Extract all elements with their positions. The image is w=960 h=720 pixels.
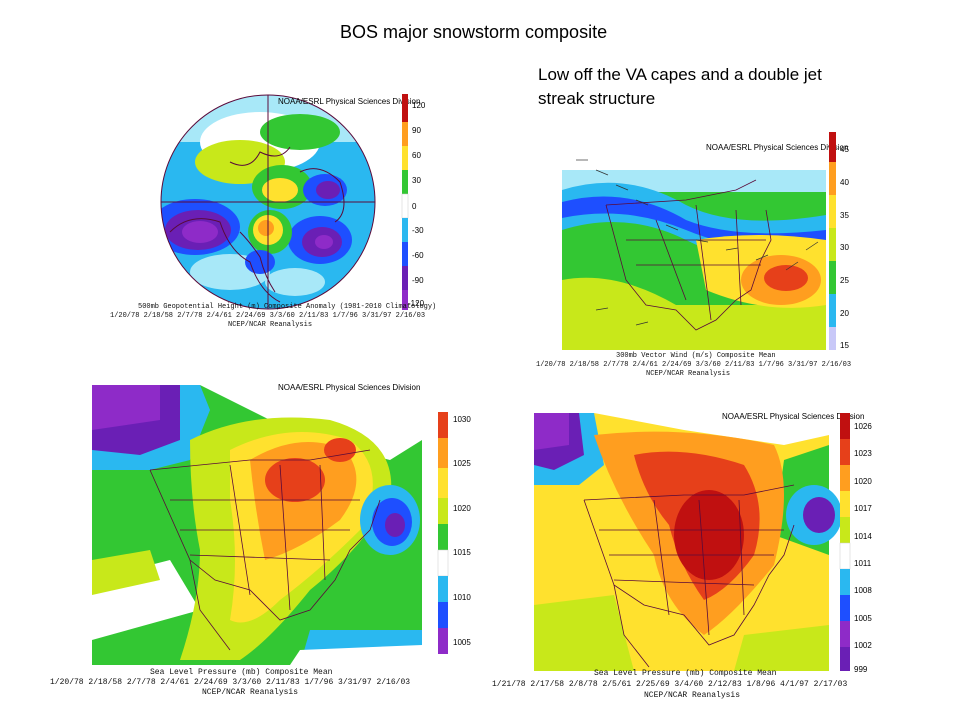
panel-500mb-anomaly: NOAA/ESRL Physical Sciences Division 120… bbox=[110, 92, 440, 342]
panel2-cb-label-1: 40 bbox=[840, 178, 849, 187]
polar-map: NOAA/ESRL Physical Sciences Division 120… bbox=[160, 94, 426, 310]
panel4-caption-3: NCEP/NCAR Reanalysis bbox=[644, 691, 741, 700]
panel4-colorbar: 1026 1023 1020 1017 1014 1011 1008 1005 … bbox=[839, 413, 872, 674]
panel2-cb-label-0: 45 bbox=[840, 145, 849, 154]
panel4-cb-label-4: 1014 bbox=[854, 532, 872, 541]
panel3-cb-label-2: 1020 bbox=[453, 504, 471, 513]
panel1-cb-label-7: -90 bbox=[412, 276, 424, 285]
annotation-line-2: streak structure bbox=[538, 89, 656, 108]
wind-map: NOAA/ESRL Physical Sciences Division 45 … bbox=[562, 132, 849, 350]
panel-slp-2: NOAA/ESRL Physical Sciences Division 102… bbox=[484, 405, 934, 715]
panel4-caption-1: Sea Level Pressure (mb) Composite Mean bbox=[594, 669, 777, 678]
panel1-cb-label-0: 120 bbox=[412, 101, 426, 110]
panel3-colorbar: 1030 1025 1020 1015 1010 1005 bbox=[437, 412, 471, 654]
panel2-caption-2: 1/20/78 2/18/58 2/7/78 2/4/61 2/24/69 3/… bbox=[536, 361, 852, 369]
panel1-cb-label-5: -30 bbox=[412, 226, 424, 235]
panel4-cb-label-2: 1020 bbox=[854, 477, 872, 486]
panel1-colorbar: 120 90 60 30 0 -30 -60 -90 -120 bbox=[401, 94, 426, 310]
panel2-cb-label-6: 15 bbox=[840, 341, 849, 350]
panel4-cb-label-8: 1002 bbox=[854, 641, 872, 650]
panel1-cb-label-1: 90 bbox=[412, 126, 421, 135]
panel1-org: NOAA/ESRL Physical Sciences Division bbox=[278, 97, 420, 106]
annotation-text: Low off the VA capes and a double jet st… bbox=[538, 63, 898, 111]
panel4-cb-label-6: 1008 bbox=[854, 586, 872, 595]
panel3-cb-label-3: 1015 bbox=[453, 548, 471, 557]
panel4-cb-label-1: 1023 bbox=[854, 449, 872, 458]
panel4-cb-label-3: 1017 bbox=[854, 504, 872, 513]
panel1-caption-3: NCEP/NCAR Reanalysis bbox=[228, 321, 313, 329]
panel4-cb-label-9: 999 bbox=[854, 665, 868, 674]
panel2-cb-label-2: 35 bbox=[840, 211, 849, 220]
panel3-org: NOAA/ESRL Physical Sciences Division bbox=[278, 383, 420, 392]
panel1-cb-label-4: 0 bbox=[412, 202, 417, 211]
panel-300mb-wind: NOAA/ESRL Physical Sciences Division 45 … bbox=[536, 130, 856, 380]
panel4-cb-label-0: 1026 bbox=[854, 422, 872, 431]
panel2-org: NOAA/ESRL Physical Sciences Division bbox=[706, 143, 848, 152]
panel4-cb-label-7: 1005 bbox=[854, 614, 872, 623]
panel2-caption-1: 300mb Vector Wind (m/s) Composite Mean bbox=[616, 352, 776, 360]
slp-map-1: NOAA/ESRL Physical Sciences Division 103… bbox=[92, 383, 471, 665]
panel3-cb-label-4: 1010 bbox=[453, 593, 471, 602]
panel2-colorbar: 45 40 35 30 25 20 15 bbox=[829, 132, 849, 350]
panel2-cb-label-5: 20 bbox=[840, 309, 849, 318]
panel2-caption-3: NCEP/NCAR Reanalysis bbox=[646, 370, 731, 378]
panel3-caption-1: Sea Level Pressure (mb) Composite Mean bbox=[150, 668, 333, 677]
panel1-cb-label-8: -120 bbox=[408, 299, 425, 308]
panel1-cb-label-6: -60 bbox=[412, 251, 424, 260]
panel3-cb-label-0: 1030 bbox=[453, 415, 471, 424]
panel-slp-1: NOAA/ESRL Physical Sciences Division 103… bbox=[50, 380, 490, 710]
panel2-cb-label-3: 30 bbox=[840, 243, 849, 252]
slp-map-2: NOAA/ESRL Physical Sciences Division 102… bbox=[534, 412, 872, 674]
panel4-cb-label-5: 1011 bbox=[854, 559, 872, 568]
page-title: BOS major snowstorm composite bbox=[340, 22, 608, 42]
panel1-cb-label-2: 60 bbox=[412, 151, 421, 160]
panel1-cb-label-3: 30 bbox=[412, 176, 421, 185]
panel3-caption-3: NCEP/NCAR Reanalysis bbox=[202, 688, 299, 697]
panel1-caption-2: 1/20/78 2/18/58 2/7/78 2/4/61 2/24/69 3/… bbox=[110, 312, 426, 320]
annotation-line-1: Low off the VA capes and a double jet bbox=[538, 65, 822, 84]
panel3-cb-label-5: 1005 bbox=[453, 638, 471, 647]
panel4-caption-2: 1/21/78 2/17/58 2/8/78 2/5/61 2/25/69 3/… bbox=[492, 680, 848, 689]
panel4-org: NOAA/ESRL Physical Sciences Division bbox=[722, 412, 864, 421]
panel3-cb-label-1: 1025 bbox=[453, 459, 471, 468]
panel3-caption-2: 1/20/78 2/18/58 2/7/78 2/4/61 2/24/69 3/… bbox=[50, 678, 411, 687]
panel2-cb-label-4: 25 bbox=[840, 276, 849, 285]
panel1-caption-1: 500mb Geopotential Height (m) Composite … bbox=[138, 303, 437, 311]
